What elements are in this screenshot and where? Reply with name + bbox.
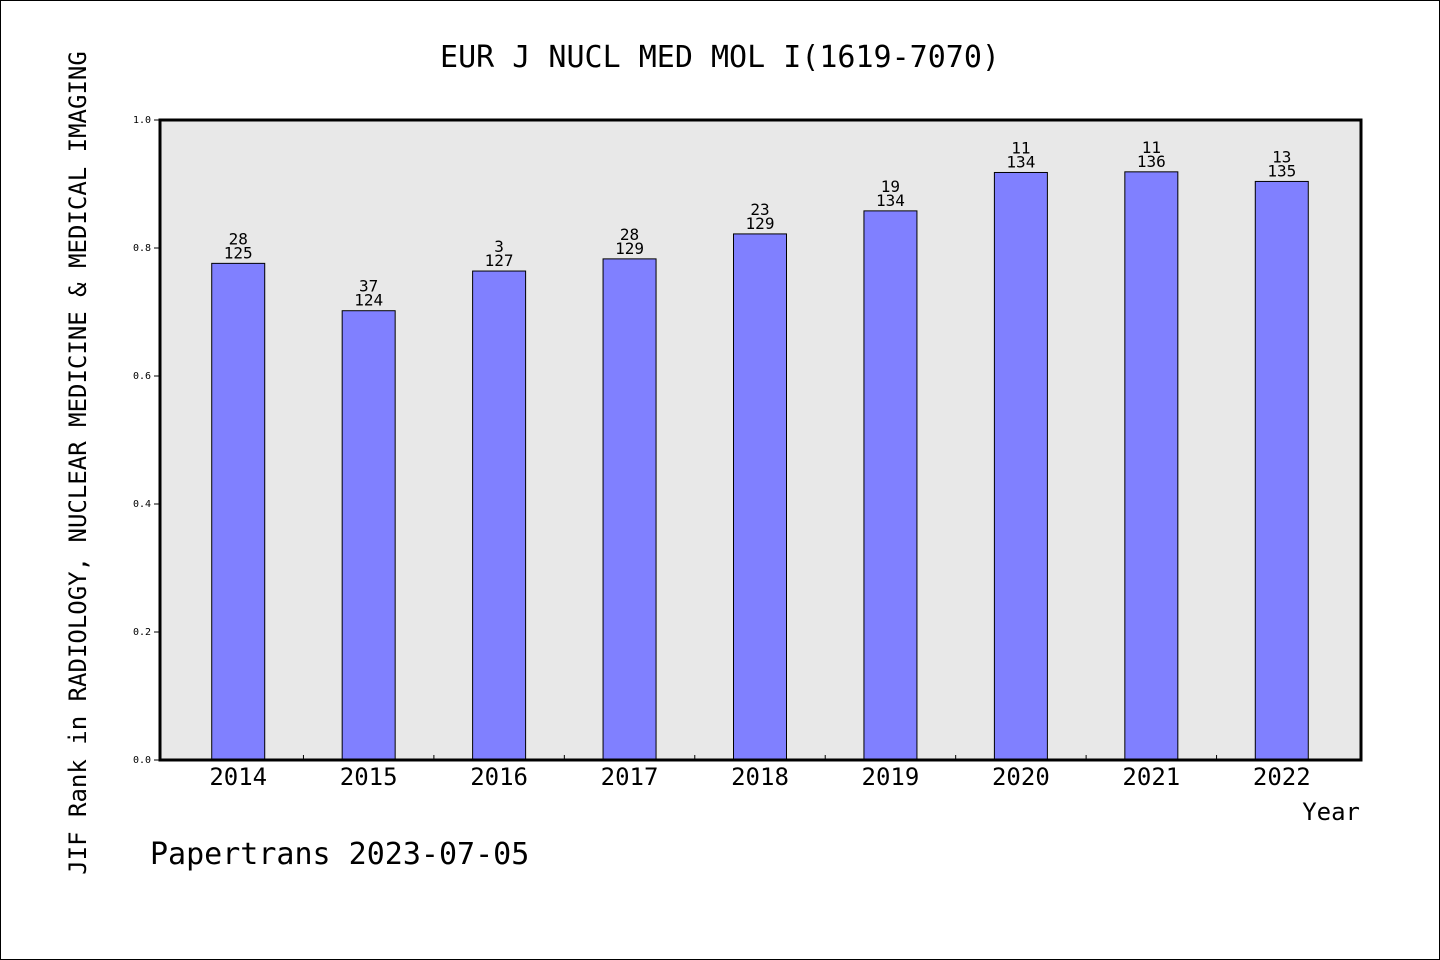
- total-label-2015: 124: [354, 291, 383, 310]
- rank-label-2014: 28: [229, 229, 248, 248]
- x-tick-label-2015: 2015: [340, 763, 398, 791]
- x-tick-label-2017: 2017: [601, 763, 659, 791]
- bar-2014: [211, 262, 266, 761]
- total-label-2019: 134: [876, 191, 905, 210]
- x-tick-label-2019: 2019: [862, 763, 920, 791]
- x-tick-label-2021: 2021: [1122, 763, 1180, 791]
- y-tick-label: 1.0: [133, 115, 151, 126]
- y-tick-label: 0.8: [133, 243, 151, 254]
- total-label-2022: 135: [1267, 161, 1296, 180]
- bar-2016: [472, 270, 527, 761]
- total-label-2020: 134: [1006, 152, 1035, 171]
- rank-label-2018: 23: [750, 200, 769, 219]
- footer-credit: Papertrans 2023-07-05: [150, 837, 529, 872]
- x-tick-label-2014: 2014: [209, 763, 267, 791]
- bar-2018: [733, 233, 787, 761]
- rank-label-2015: 37: [359, 277, 378, 296]
- chart-title: EUR J NUCL MED MOL I(1619-7070): [440, 40, 1000, 75]
- x-axis-label: Year: [1302, 798, 1360, 826]
- bars-group: [211, 171, 1309, 761]
- y-tick-label: 0.4: [133, 499, 151, 510]
- x-axis: 2014 2015 2016 2017 2018 2019 2020 2021 2022: [209, 755, 1311, 791]
- bar-2022: [1254, 180, 1309, 761]
- y-axis-label: JIF Rank in RADIOLOGY, NUCLEAR MEDICINE …: [64, 51, 92, 875]
- rank-label-2019: 19: [881, 177, 900, 196]
- total-label-2021: 136: [1137, 152, 1166, 171]
- rank-label-2017: 28: [620, 225, 639, 244]
- y-tick-label: 0.0: [133, 755, 151, 766]
- x-tick-label-2022: 2022: [1253, 763, 1311, 791]
- bar-2019: [863, 210, 918, 761]
- rank-label-2016: 3: [494, 237, 504, 256]
- bar-2017: [602, 258, 657, 761]
- y-tick-label: 0.2: [133, 627, 151, 638]
- bar-2020: [993, 171, 1048, 761]
- y-tick-label: 0.6: [133, 371, 151, 382]
- total-label-2017: 129: [615, 239, 644, 258]
- total-label-2018: 129: [746, 214, 775, 233]
- total-label-2016: 127: [485, 251, 514, 270]
- y-axis: 0.0 0.2 0.4 0.6 0.8 1.0: [133, 115, 160, 766]
- x-tick-label-2020: 2020: [992, 763, 1050, 791]
- rank-label-2021: 11: [1142, 138, 1161, 157]
- rank-label-2022: 13: [1272, 147, 1291, 166]
- rank-label-2020: 11: [1011, 138, 1030, 157]
- x-tick-label-2016: 2016: [470, 763, 528, 791]
- plot-border: [158, 118, 1363, 762]
- bar-2015: [341, 310, 396, 761]
- bar-2021: [1124, 171, 1179, 761]
- total-label-2014: 125: [224, 243, 253, 262]
- x-tick-label-2018: 2018: [731, 763, 789, 791]
